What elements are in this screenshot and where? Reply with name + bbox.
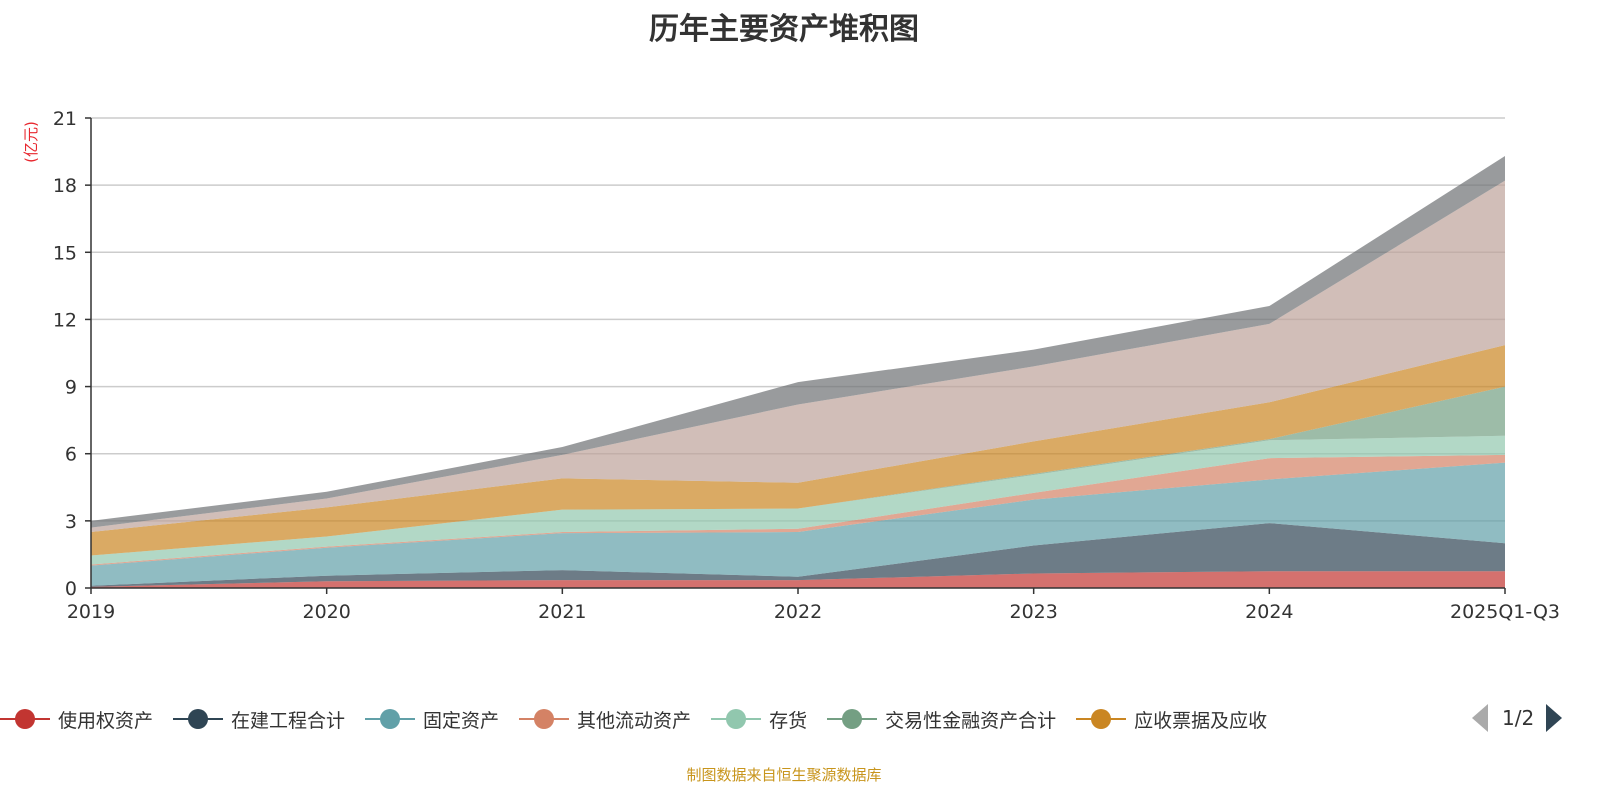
legend: 使用权资产 在建工程合计 固定资产 其他流动资产 存货 交易性金融资产合计 应收票据及应收 [0,704,1287,734]
area-series-3 [91,454,1505,566]
y-tick-label: 18 [53,175,77,197]
x-tick-label: 2019 [67,601,115,623]
y-tick-label: 3 [65,511,77,533]
legend-item[interactable]: 使用权资产 [0,706,153,733]
legend-item[interactable]: 其他流动资产 [519,706,691,733]
data-source-note: 制图数据来自恒生聚源数据库 [686,766,882,784]
y-tick-label: 12 [53,309,77,331]
legend-prev-page-button[interactable] [1472,704,1488,732]
legend-marker-icon [0,706,50,732]
x-tick-label: 2024 [1245,601,1293,623]
area-series-2 [91,462,1505,586]
stacked-area-chart: 0 3 6 9 12 15 18 21 2019 2020 2021 2022 2023 2024 2025… [53,108,1560,623]
legend-next-page-button[interactable] [1546,704,1563,732]
legend-item[interactable]: 应收票据及应收 [1076,706,1267,733]
x-tick-label: 2022 [774,601,822,623]
legend-label: 交易性金融资产合计 [885,709,1057,732]
y-tick-label: 0 [65,578,77,600]
area-series-0 [91,571,1505,588]
legend-marker-icon [365,706,416,732]
area-series-6 [91,345,1505,556]
y-tick-label: 9 [65,377,77,399]
legend-marker-icon [711,706,762,732]
legend-item[interactable]: 固定资产 [365,706,499,733]
legend-label: 固定资产 [423,709,500,732]
legend-marker-icon [1076,706,1127,732]
chart-title: 历年主要资产堆积图 [649,12,919,47]
x-tick-label: 2021 [538,601,586,623]
x-tick-label: 2025Q1-Q3 [1450,601,1560,623]
y-tick-label: 21 [53,108,77,130]
legend-label: 在建工程合计 [231,709,346,732]
legend-page-indicator: 1/2 [1502,706,1535,730]
area-series-7 [91,180,1505,533]
legend-label: 应收票据及应收 [1134,709,1268,732]
area-series-1 [91,523,1505,587]
area-series-4 [91,435,1505,565]
legend-item[interactable]: 在建工程合计 [173,706,345,733]
legend-item[interactable]: 存货 [711,706,807,733]
legend-item[interactable]: 交易性金融资产合计 [827,706,1056,733]
y-tick-label: 6 [65,444,77,466]
legend-marker-icon [173,706,224,732]
x-tick-label: 2020 [302,601,350,623]
legend-label: 其他流动资产 [577,709,692,732]
legend-label: 使用权资产 [58,709,154,732]
legend-pager: 1/2 [1472,704,1563,732]
legend-marker-icon [519,706,570,732]
legend-label: 存货 [769,709,808,732]
x-tick-label: 2023 [1009,601,1057,623]
legend-marker-icon [827,706,878,732]
y-tick-label: 15 [53,242,77,264]
